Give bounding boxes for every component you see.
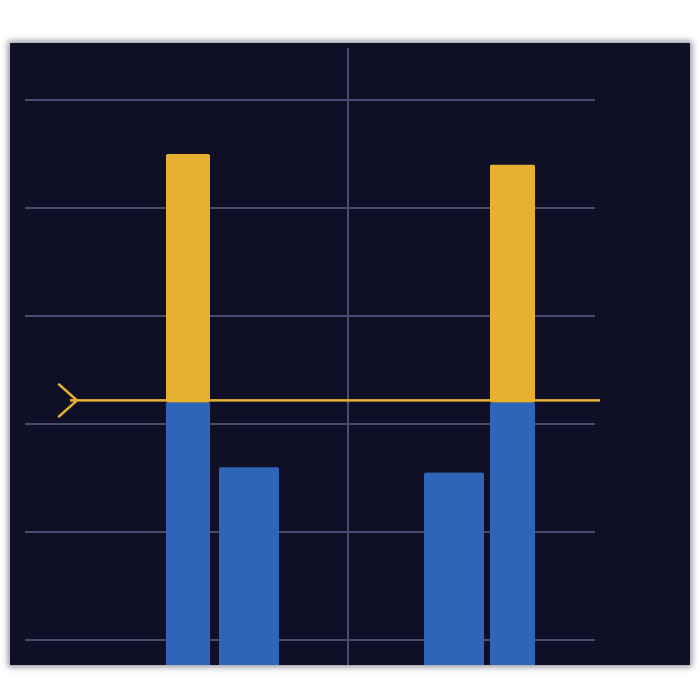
- bar-1-series-0: [219, 467, 279, 665]
- stacked-bar-chart: [25, 48, 600, 665]
- chevron-right-icon: [57, 383, 79, 418]
- bar-0-series-0: [166, 402, 210, 665]
- bar-3-series-1: [490, 164, 535, 403]
- bar-3-series-0: [490, 402, 535, 665]
- bar-2-series-0: [424, 472, 484, 665]
- bar-0-series-1: [166, 154, 210, 403]
- chart-panel: [10, 43, 690, 665]
